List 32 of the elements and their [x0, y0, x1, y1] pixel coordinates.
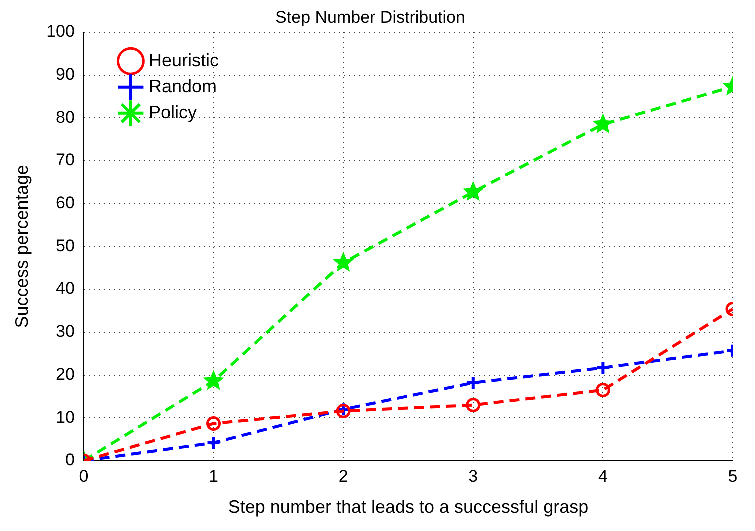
point	[333, 252, 354, 272]
x-tick-label: 0	[79, 466, 89, 486]
x-axis-title: Step number that leads to a successful grasp	[228, 497, 589, 518]
y-tick-label: 20	[56, 364, 75, 384]
point	[466, 375, 481, 390]
y-tick-label: 30	[56, 322, 75, 342]
point	[462, 181, 484, 202]
y-tick-label: 40	[56, 279, 75, 298]
y-tick-label: 100	[46, 22, 75, 42]
point	[596, 383, 610, 398]
chart-title: Step Number Distribution	[276, 8, 466, 27]
y-tick-label: 0	[65, 450, 75, 470]
point	[596, 360, 611, 376]
y-axis-title: Success percentage	[12, 165, 32, 328]
x-tick-label: 5	[728, 466, 738, 486]
y-tick-label: 60	[56, 194, 75, 213]
point	[206, 436, 222, 450]
point	[203, 370, 224, 390]
point	[206, 416, 222, 431]
y-tick-label: 80	[56, 108, 75, 127]
legend-label: Heuristic	[148, 50, 219, 70]
x-tick-label: 4	[598, 466, 608, 486]
y-tick-label: 70	[56, 150, 75, 170]
x-tick-label: 1	[209, 466, 219, 486]
point	[466, 398, 481, 413]
x-tick-label: 2	[338, 466, 348, 486]
legend-label: Random	[148, 76, 218, 96]
x-tick-label: 3	[468, 466, 478, 486]
legend-label: Policy	[148, 102, 197, 122]
y-tick-label: 10	[56, 408, 75, 427]
y-tick-label: 90	[56, 64, 75, 84]
y-tick-label: 50	[56, 236, 75, 256]
